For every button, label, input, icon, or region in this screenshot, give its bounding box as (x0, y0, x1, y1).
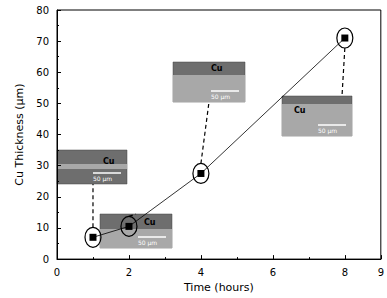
svg-text:30: 30 (36, 160, 49, 171)
svg-text:20: 20 (36, 191, 49, 202)
svg-text:Cu Thickness (μm): Cu Thickness (μm) (13, 83, 26, 185)
svg-text:6: 6 (270, 267, 276, 278)
svg-text:50 μm: 50 μm (211, 93, 230, 101)
svg-text:50 μm: 50 μm (318, 127, 337, 135)
svg-text:70: 70 (36, 36, 49, 47)
svg-text:50 μm: 50 μm (138, 239, 157, 247)
svg-text:Cu: Cu (144, 218, 156, 227)
svg-text:9: 9 (378, 267, 384, 278)
svg-text:80: 80 (36, 5, 49, 16)
svg-text:2: 2 (126, 267, 132, 278)
svg-text:Time (hours): Time (hours) (183, 281, 254, 294)
svg-text:Cu: Cu (103, 157, 115, 166)
svg-text:50: 50 (36, 98, 49, 109)
svg-text:0: 0 (54, 267, 60, 278)
svg-text:0: 0 (43, 254, 49, 265)
svg-text:Cu: Cu (211, 64, 223, 73)
svg-text:Cu: Cu (294, 106, 306, 115)
svg-text:50 μm: 50 μm (93, 175, 112, 183)
svg-text:60: 60 (36, 67, 49, 78)
svg-text:40: 40 (36, 129, 49, 140)
svg-text:8: 8 (342, 267, 348, 278)
svg-text:10: 10 (36, 222, 49, 233)
svg-text:4: 4 (198, 267, 204, 278)
